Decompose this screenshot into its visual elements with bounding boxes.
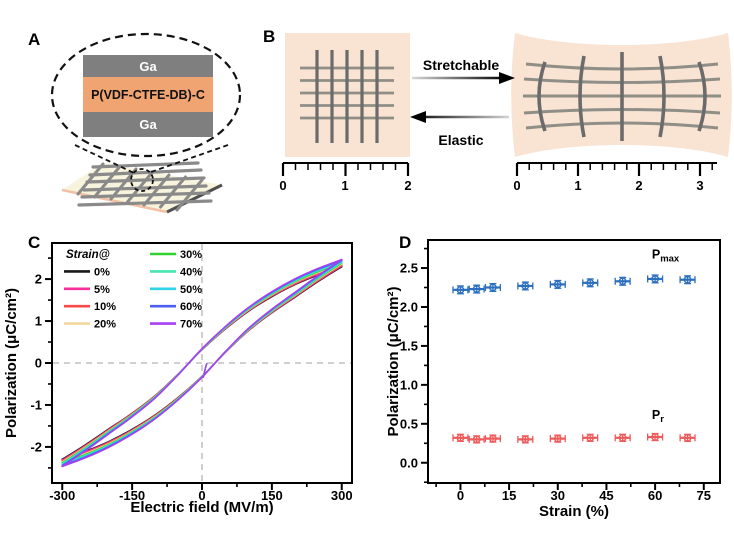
right-ruler-label-3: 3	[696, 178, 703, 193]
x-tick-label: 60	[648, 488, 662, 503]
legend-label-40%: 40%	[180, 266, 202, 278]
hysteresis-lower-70%	[61, 258, 343, 468]
legend-label-30%: 30%	[180, 249, 202, 261]
series-Pmax: Pmax	[452, 248, 696, 295]
elastic-arrow-head	[410, 111, 426, 123]
legend-label-20%: 20%	[94, 319, 116, 331]
y-tick-label: -2	[30, 439, 42, 454]
device-grid	[76, 161, 213, 212]
electrode-top-label: Ga	[139, 59, 157, 74]
stretched-grid-verticals	[537, 52, 707, 141]
panel-d-label: D	[399, 233, 411, 252]
right-ruler-label-1: 1	[574, 178, 581, 193]
panel-a-label: A	[28, 30, 40, 49]
x-axis-label: Strain (%)	[539, 503, 609, 520]
x-tick-label: -300	[49, 488, 75, 503]
left-ruler	[281, 162, 410, 176]
right-ruler-major-ticks	[515, 163, 702, 176]
magnifier-cone-left-line	[74, 144, 135, 174]
panel-a: A Ga P(VDF-CTFE-DB)-C Ga	[28, 30, 242, 214]
panel-c-label: C	[28, 233, 40, 252]
stretchable-label: Stretchable	[423, 57, 499, 73]
elastic-label: Elastic	[438, 132, 483, 148]
y-tick-label: 1	[35, 314, 42, 329]
legend-label-60%: 60%	[180, 301, 202, 313]
magnifier-ellipse	[50, 32, 242, 158]
left-ruler-label-1: 1	[341, 178, 348, 193]
legend-label-0%: 0%	[94, 266, 110, 278]
legend-label-70%: 70%	[180, 319, 202, 331]
polarization-vs-strain-chart: 0 15 30 45 60 75 0.0 0.5 1.0 1.5 2.0 2.5 Strain (%) P…	[385, 239, 721, 520]
left-ruler-label-0: 0	[279, 178, 286, 193]
polymer-label: P(VDF-CTFE-DB)-C	[91, 88, 205, 102]
electrode-top-layer	[83, 55, 213, 77]
x-tick-label: 75	[697, 488, 711, 503]
x-tick-label: 45	[599, 488, 613, 503]
left-ruler-label-2: 2	[404, 178, 411, 193]
x-tick-label: 15	[502, 488, 516, 503]
y-axis-label: Polarization (μC/cm²)	[385, 286, 402, 436]
left-ruler-minor-ticks	[294, 163, 397, 170]
stretch-arrow-head	[499, 72, 515, 84]
series-label-Pmax: Pmax	[652, 248, 680, 265]
y-tick-label: 2	[35, 272, 42, 287]
panel-b: B Stretchable Elastic 0 1 2	[263, 27, 732, 193]
x-tick-label: -150	[119, 488, 145, 503]
virgin-curve-70%	[202, 363, 208, 378]
y-tick-label: 2.5	[400, 261, 418, 276]
y-tick-label: 0	[35, 356, 42, 371]
y-tick-label: 2.0	[400, 299, 418, 314]
series-Pr: Pr	[452, 408, 696, 444]
y-tick-label: 1.5	[400, 338, 418, 353]
x-tick-label: 0	[198, 488, 205, 503]
legend-label-5%: 5%	[94, 284, 110, 296]
legend-title: Strain@	[66, 249, 110, 261]
legend: Strain@ 0% 5% 10% 20% 30% 40% 50% 60% 70%	[64, 249, 202, 331]
y-axis-label: Polarization (μC/cm²)	[3, 288, 20, 438]
legend-label-10%: 10%	[94, 301, 116, 313]
device-grid-horizontal-bars	[77, 161, 213, 207]
x-tick-label: 300	[331, 488, 353, 503]
hysteresis-upper-70%	[61, 258, 343, 468]
x-tick-label: 30	[551, 488, 565, 503]
y-tick-label: 1.0	[400, 377, 418, 392]
right-ruler-minor-ticks	[528, 163, 713, 170]
y-tick-label: 0.0	[400, 455, 418, 470]
right-ruler-label-0: 0	[513, 178, 520, 193]
y-tick-label: -1	[30, 397, 42, 412]
legend-label-50%: 50%	[180, 284, 202, 296]
hysteresis-chart: -300 -150 0 150 300 -2 -1 0 1 2 Electric field (MV…	[3, 242, 353, 516]
panel-b-label: B	[263, 27, 275, 46]
right-ruler	[515, 162, 717, 176]
relaxed-grid-verticals	[315, 50, 379, 143]
series-label-Pr: Pr	[652, 408, 664, 425]
plot-frame	[427, 239, 721, 484]
x-axis-label: Electric field (MV/m)	[130, 499, 273, 516]
magnifier-target-circle	[130, 168, 154, 192]
substrate-side-edge	[166, 183, 223, 214]
electrode-bottom-label: Ga	[139, 117, 157, 132]
y-tick-label: 0.5	[400, 416, 418, 431]
x-tick-label: 0	[457, 488, 464, 503]
grid-dark-lines	[315, 50, 707, 143]
right-ruler-label-2: 2	[635, 178, 642, 193]
electrode-bottom-layer	[83, 112, 213, 137]
polymer-layer	[83, 77, 213, 112]
x-tick-label: 150	[261, 488, 283, 503]
left-ruler-major-ticks	[281, 163, 410, 176]
